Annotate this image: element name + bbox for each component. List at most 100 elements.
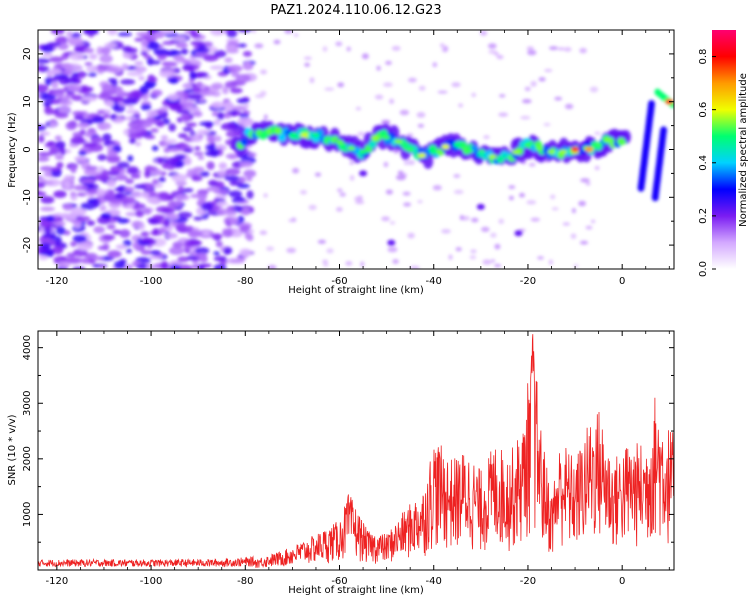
noise-blob xyxy=(140,51,148,56)
noise-blob xyxy=(97,245,108,251)
noise-blob xyxy=(133,203,146,210)
noise-blob xyxy=(167,147,181,152)
noise-blob xyxy=(417,200,423,204)
noise-blob xyxy=(113,260,126,269)
noise-blob xyxy=(70,32,82,38)
noise-blob xyxy=(391,45,401,51)
noise-blob xyxy=(65,257,82,264)
noise-blob xyxy=(236,98,250,104)
track-core xyxy=(382,135,391,140)
noise-blob xyxy=(162,61,178,67)
noise-blob xyxy=(38,65,44,71)
noise-blob xyxy=(284,30,293,34)
noise-blob xyxy=(471,217,479,223)
noise-blob xyxy=(97,154,107,161)
noise-blob xyxy=(267,265,277,269)
noise-blob xyxy=(85,165,99,171)
noise-blob xyxy=(263,193,268,198)
x-tick-label: -40 xyxy=(426,276,442,287)
noise-blob xyxy=(551,207,559,211)
noise-blob xyxy=(167,165,175,170)
noise-blob xyxy=(217,112,225,120)
noise-blob xyxy=(554,96,563,101)
noise-blob xyxy=(247,229,254,234)
noise-blob xyxy=(103,113,111,119)
noise-blob xyxy=(453,174,461,178)
noise-blob xyxy=(43,100,55,105)
x-tick-label: -120 xyxy=(45,576,68,587)
noise-blob xyxy=(242,50,252,57)
noise-blob xyxy=(178,133,188,139)
noise-blob xyxy=(226,30,238,38)
noise-blob xyxy=(326,248,334,254)
noise-blob xyxy=(224,101,235,110)
hot-spot xyxy=(585,147,594,152)
noise-blob xyxy=(197,129,210,136)
snr-frame xyxy=(37,330,675,571)
colorbar-label: Normalized spectral amplitude xyxy=(738,73,749,227)
noise-blob xyxy=(538,77,546,82)
noise-blob xyxy=(183,92,190,101)
noise-blob xyxy=(200,171,210,177)
noise-blob xyxy=(169,264,181,269)
noise-blob xyxy=(73,184,89,191)
noise-blob xyxy=(158,176,166,183)
noise-blob xyxy=(339,192,346,197)
y-tick-label: -20 xyxy=(22,237,33,253)
noise-blob xyxy=(580,178,590,183)
noise-blob xyxy=(144,266,157,269)
noise-blob xyxy=(202,90,216,96)
noise-blob xyxy=(157,157,164,165)
heatmap-x-axis-label: Height of straight line (km) xyxy=(288,285,424,296)
noise-blob xyxy=(160,261,169,269)
noise-blob xyxy=(51,80,59,89)
noise-blob xyxy=(92,256,105,261)
noise-blob xyxy=(106,156,121,164)
noise-blob xyxy=(293,33,299,37)
noise-blob xyxy=(239,248,252,257)
noise-blob xyxy=(190,32,201,38)
noise-blob xyxy=(69,52,84,61)
noise-blob xyxy=(225,153,240,160)
noise-blob xyxy=(355,200,365,205)
noise-blob xyxy=(496,55,504,60)
noise-blob xyxy=(38,134,45,143)
noise-blob xyxy=(144,170,151,179)
noise-blob xyxy=(90,136,105,144)
x-tick-label: -40 xyxy=(426,576,442,587)
noise-blob xyxy=(126,166,139,174)
noise-blob xyxy=(259,230,268,235)
noise-blob xyxy=(117,218,129,224)
noise-blob xyxy=(112,229,122,235)
noise-blob xyxy=(251,30,257,33)
noise-blob xyxy=(59,99,73,106)
noise-blob xyxy=(120,79,136,85)
noise-blob xyxy=(70,136,85,145)
noise-blob xyxy=(308,204,317,211)
snr-x-ticks: -120 -100 -80 -60 -40 -20 0 xyxy=(45,331,670,587)
x-tick-label: -120 xyxy=(45,276,68,287)
noise-blob xyxy=(177,185,184,193)
noise-blob xyxy=(218,162,228,170)
noise-blob xyxy=(159,69,175,78)
noise-blob xyxy=(211,82,224,90)
noise-blob xyxy=(96,46,104,55)
noise-blob xyxy=(206,134,215,143)
noise-blob xyxy=(168,246,185,255)
noise-blob xyxy=(395,174,406,181)
track-core xyxy=(394,139,403,144)
noise-blob xyxy=(86,65,98,73)
noise-blob xyxy=(585,182,591,186)
noise-blob xyxy=(199,263,212,268)
noise-blob xyxy=(146,110,159,118)
isolated-blob xyxy=(514,230,523,237)
noise-blob xyxy=(110,113,117,120)
noise-blob xyxy=(186,168,199,173)
noise-blob xyxy=(188,230,201,239)
snr-y-axis-label: SNR (10 * v/v) xyxy=(7,414,18,485)
noise-blob xyxy=(106,224,116,230)
noise-blob xyxy=(123,186,135,192)
noise-blob xyxy=(357,195,363,201)
noise-blob xyxy=(71,94,85,101)
figure-title: PAZ1.2024.110.06.12.G23 xyxy=(270,3,441,18)
